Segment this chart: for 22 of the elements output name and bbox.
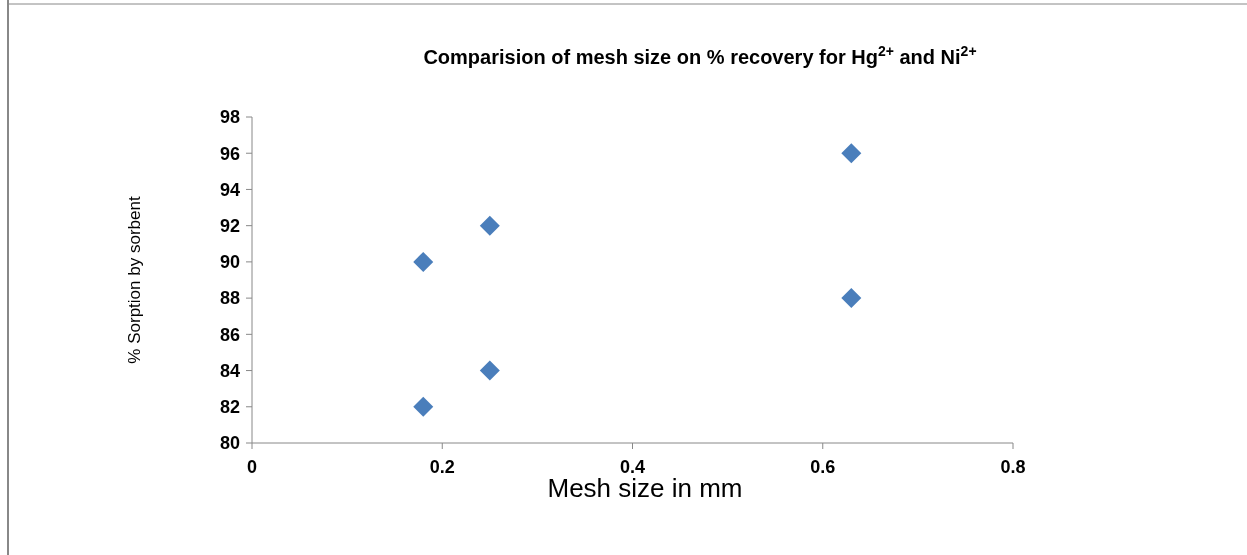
point <box>841 288 862 309</box>
y-tick-label: 92 <box>219 215 240 236</box>
y-tick-label: 98 <box>219 107 240 128</box>
point <box>479 215 500 236</box>
y-tick-label: 80 <box>219 433 240 454</box>
x-tick-label: 0 <box>246 457 258 477</box>
y-tick-label: 84 <box>219 360 240 381</box>
y-tick-label: 86 <box>219 324 240 345</box>
y-axis-title: % Sorption by sorbent <box>125 196 144 364</box>
point <box>479 360 500 381</box>
point <box>841 143 862 164</box>
point <box>413 396 434 417</box>
y-tick-label: 94 <box>219 179 240 200</box>
x-tick-label: 0.8 <box>1000 457 1026 477</box>
point <box>413 251 434 272</box>
x-tick-label: 0.6 <box>810 457 836 477</box>
x-tick-label: 0.2 <box>429 457 455 477</box>
y-tick-label: 88 <box>219 288 240 309</box>
y-tick-label: 96 <box>219 143 240 164</box>
chart-title: Comparision of mesh size on % recovery for Hg$^{2+}$ and Ni$^{2+}$ <box>423 43 977 68</box>
y-tick-label: 82 <box>219 397 240 418</box>
y-tick-label: 90 <box>219 252 240 273</box>
